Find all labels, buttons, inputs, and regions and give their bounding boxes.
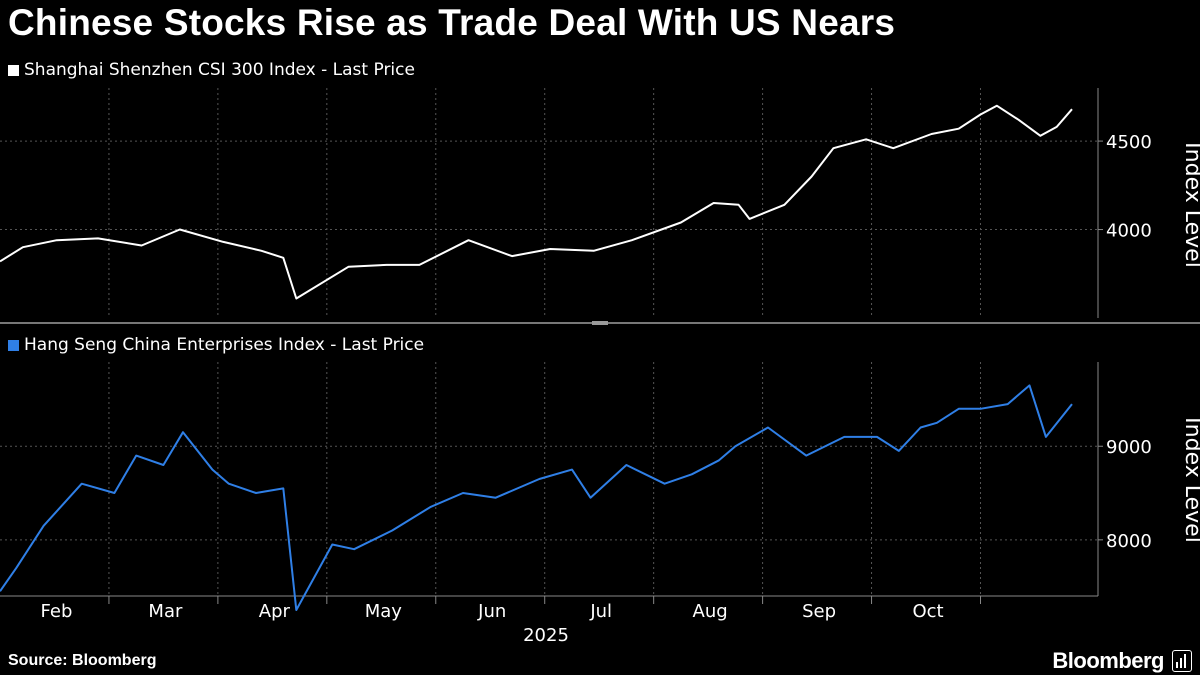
y-tick-label: 9000 (1106, 437, 1152, 458)
legend-swatch-hscei (8, 339, 19, 351)
x-tick-label: Oct (912, 601, 943, 622)
x-tick-label: Apr (259, 601, 291, 622)
axes: Index Level Index Level 2025 (0, 88, 1200, 646)
source-note: Source: Bloomberg (8, 652, 157, 669)
series (0, 104, 1073, 611)
x-tick-label: Aug (693, 601, 728, 622)
legend-hscei: Hang Seng China Enterprises Index - Last… (8, 335, 424, 355)
y-axis-title-bottom: Index Level (1180, 417, 1200, 543)
x-axis-year-label: 2025 (523, 625, 569, 646)
y-tick-label: 4500 (1106, 132, 1152, 153)
legend-swatch-csi300 (8, 64, 19, 76)
series-line-csi300 (0, 104, 1073, 300)
x-tick-label: Feb (41, 601, 73, 622)
series-line-hscei (0, 384, 1073, 611)
tick-labels: 4000 4500 8000 9000 Feb Mar Apr May Jun Jul Aug Sep… (41, 132, 1152, 622)
bloomberg-chart-icon (1172, 650, 1192, 672)
x-tick-label: May (365, 601, 403, 622)
gridlines (0, 88, 1103, 604)
chart-title: Chinese Stocks Rise as Trade Deal With U… (8, 2, 896, 43)
legend-label-csi300: Shanghai Shenzhen CSI 300 Index - Last P… (24, 60, 415, 80)
panel-divider-handle[interactable] (592, 321, 608, 325)
bloomberg-logo: Bloomberg (1052, 648, 1192, 674)
legend-csi300: Shanghai Shenzhen CSI 300 Index - Last P… (8, 60, 415, 80)
y-tick-label: 4000 (1106, 221, 1152, 242)
y-tick-label: 8000 (1106, 531, 1152, 552)
y-axis-title-top: Index Level (1180, 142, 1200, 268)
x-tick-label: Jul (589, 601, 612, 622)
x-tick-label: Mar (148, 601, 183, 622)
brand-name: Bloomberg (1052, 648, 1164, 673)
legend-label-hscei: Hang Seng China Enterprises Index - Last… (24, 335, 425, 355)
x-tick-label: Jun (477, 601, 506, 622)
x-tick-label: Sep (802, 601, 836, 622)
